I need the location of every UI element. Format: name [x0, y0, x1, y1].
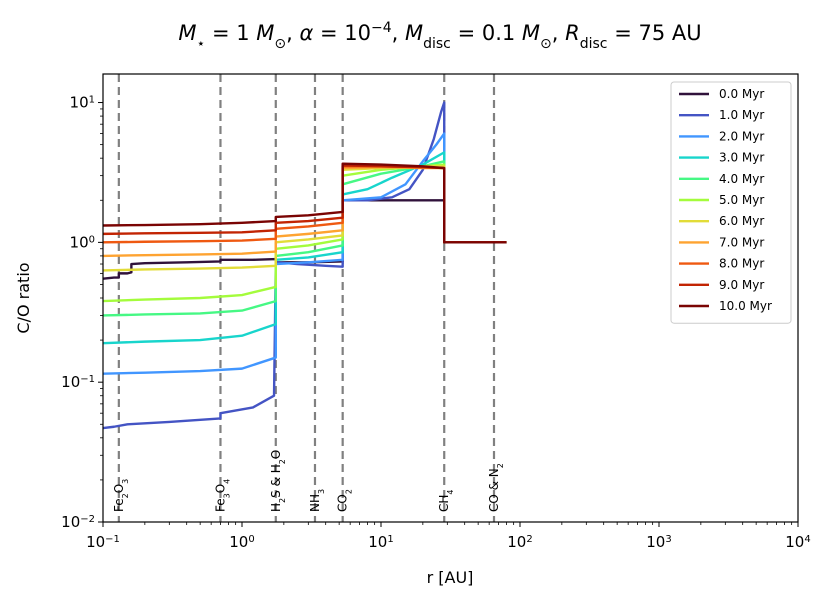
y-tick-label-1: 10−1	[61, 373, 95, 391]
legend-label-3: 3.0 Myr	[719, 151, 764, 165]
snowline-label-0: Fe2O3	[112, 479, 130, 512]
legend: 0.0 Myr 1.0 Myr 2.0 Myr 3.0 Myr 4.0 Myr 5.0 M…	[670, 81, 792, 324]
legend-label-2: 2.0 Myr	[719, 129, 764, 143]
legend-label-8: 8.0 Myr	[719, 257, 764, 271]
snowline-label-4: CO2	[336, 489, 354, 512]
x-tick-label-0: 10−1	[86, 533, 120, 551]
series-line-1	[102, 101, 507, 430]
axis-ticks: 10−1 100 101 102 103 104 10−2 10−1 100 101	[61, 94, 811, 551]
y-axis-label: C/O ratio	[14, 262, 33, 333]
snowline-label-3: NH3	[308, 489, 326, 512]
legend-label-9: 9.0 Myr	[719, 278, 764, 292]
snowline-label-1: Fe3O4	[213, 479, 231, 512]
legend-label-7: 7.0 Myr	[719, 235, 764, 249]
y-tick-label-2: 100	[70, 233, 95, 251]
snowline-label-6: CO & N2	[487, 463, 505, 512]
legend-label-5: 5.0 Myr	[719, 193, 764, 207]
x-tick-label-2: 101	[368, 533, 393, 551]
y-tick-label-3: 101	[70, 94, 95, 112]
x-tick-label-4: 103	[646, 533, 671, 551]
series-group	[102, 101, 507, 430]
chart-title: M⋆ = 1 M⊙, α = 10−4, Mdisc = 0.1 M⊙, Rdi…	[178, 20, 701, 52]
legend-label-10: 10.0 Myr	[719, 299, 772, 313]
series-line-4	[102, 160, 507, 317]
series-line-8	[102, 165, 507, 244]
legend-label-0: 0.0 Myr	[719, 87, 764, 101]
legend-label-1: 1.0 Myr	[719, 108, 764, 122]
x-tick-label-1: 100	[229, 533, 254, 551]
y-tick-label-0: 10−2	[61, 513, 95, 531]
x-axis-label: r [AU]	[427, 568, 474, 587]
legend-label-4: 4.0 Myr	[719, 172, 764, 186]
series-line-0	[102, 199, 507, 280]
legend-label-6: 6.0 Myr	[719, 214, 764, 228]
snowline-label-2: H2S & H2O	[269, 450, 287, 512]
x-tick-label-5: 104	[785, 533, 810, 551]
snowline-label-5: CH4	[437, 490, 455, 513]
series-line-10	[102, 162, 507, 244]
chart-title-group: M⋆ = 1 M⊙, α = 10−4, Mdisc = 0.1 M⊙, Rdi…	[178, 20, 701, 52]
series-line-9	[102, 164, 507, 244]
x-tick-label-3: 102	[507, 533, 532, 551]
